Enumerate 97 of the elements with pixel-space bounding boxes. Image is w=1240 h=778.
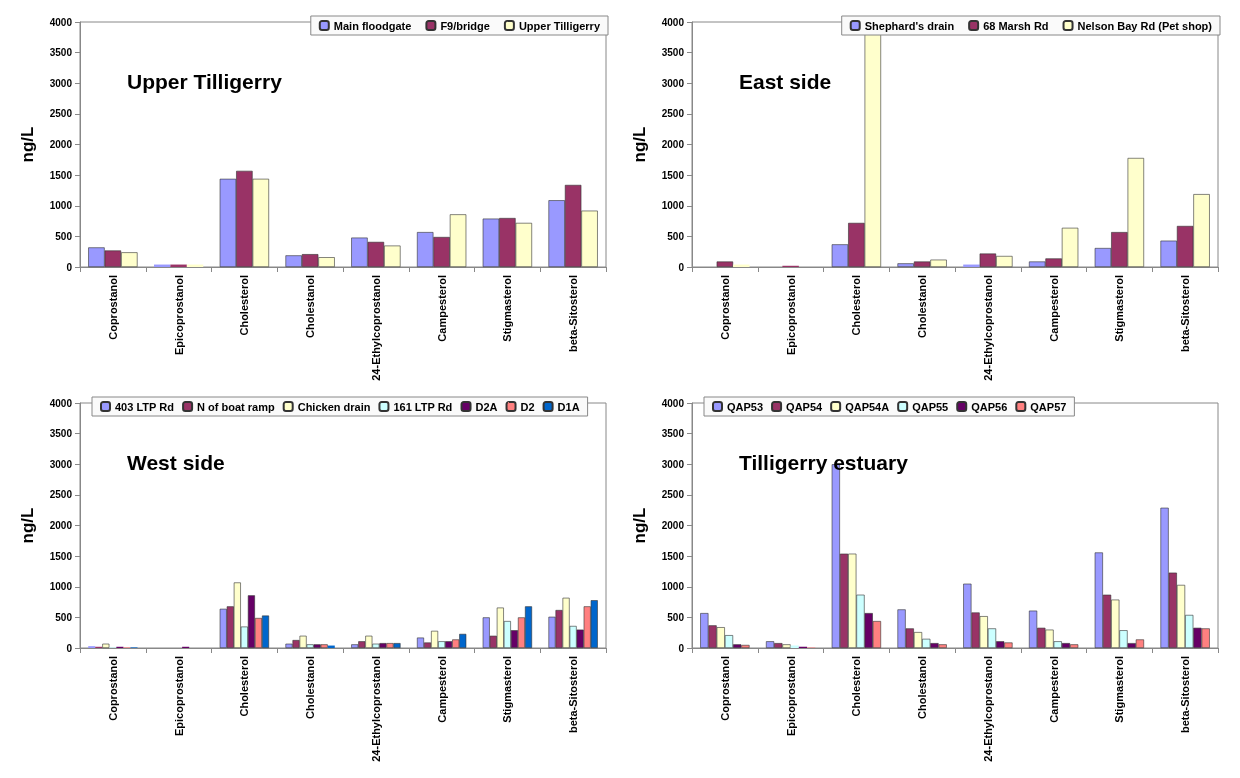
y-tick-label: 500 <box>667 611 685 623</box>
x-tick-label: 24-Ethylcoprostanol <box>981 275 994 381</box>
x-tick-label: beta-Sitosterol <box>1179 656 1192 734</box>
x-tick-label: Coprostanol <box>106 275 119 340</box>
legend-label: 161 LTP Rd <box>393 400 453 413</box>
y-tick-label: 4000 <box>661 16 685 28</box>
y-tick-label: 2000 <box>49 520 73 531</box>
legend-label: N of boat ramp <box>197 400 275 413</box>
y-tick-label: 4000 <box>49 16 73 28</box>
y-tick-label: 500 <box>55 611 73 623</box>
legend-label: Upper Tilligerry <box>518 19 601 32</box>
y-tick-label: 3500 <box>661 47 685 59</box>
y-tick-label: 3500 <box>49 47 73 59</box>
y-tick-label: 2000 <box>661 139 685 150</box>
x-tick-label: Cholesterol <box>850 656 863 717</box>
y-tick-label: 0 <box>678 261 685 273</box>
y-tick-label: 3000 <box>49 458 73 470</box>
text: West side <box>127 451 225 474</box>
y-axis-title: ng/L <box>18 126 37 163</box>
x-tick-label: Coprostanol <box>718 656 731 721</box>
x-tick-label: Stigmasterol <box>1113 275 1126 342</box>
x-tick-label: Stigmasterol <box>501 275 514 342</box>
legend-label: D1A <box>557 400 580 413</box>
y-tick-label: 3000 <box>661 458 685 470</box>
x-tick-label: Cholesterol <box>850 275 863 336</box>
x-tick-label: Epicoprostanol <box>172 656 185 737</box>
text: East side <box>739 70 832 93</box>
x-tick-label: Cholestanol <box>304 275 317 338</box>
x-tick-label: Stigmasterol <box>501 656 514 723</box>
y-tick-label: 2000 <box>661 520 685 531</box>
x-tick-label: Campesterol <box>1047 275 1060 342</box>
x-tick-label: 24-Ethylcoprostanol <box>981 656 994 762</box>
x-tick-label: Campesterol <box>435 275 448 342</box>
legend-label: QAP57 <box>1030 400 1067 413</box>
legend-label: Shephard's drain <box>864 19 955 32</box>
y-tick-label: 1500 <box>661 550 685 562</box>
x-tick-label: beta-Sitosterol <box>567 656 580 734</box>
text: Upper Tilligerry <box>127 70 283 93</box>
legend-label: 68 Marsh Rd <box>983 19 1049 32</box>
legend-label: 403 LTP Rd <box>115 400 174 413</box>
x-tick-label: Cholesterol <box>238 275 251 336</box>
y-tick-label: 3500 <box>661 428 685 440</box>
y-tick-label: 2500 <box>49 489 73 501</box>
x-tick-label: beta-Sitosterol <box>567 275 580 353</box>
x-tick-label: Epicoprostanol <box>784 275 797 356</box>
y-tick-label: 4000 <box>49 397 73 409</box>
text: Tilligerry estuary <box>739 451 909 474</box>
x-tick-label: 24-Ethylcoprostanol <box>369 656 382 762</box>
legend-label: QAP55 <box>912 400 949 413</box>
x-tick-label: Cholesterol <box>238 656 251 717</box>
y-tick-label: 0 <box>66 642 73 654</box>
x-tick-label: Epicoprostanol <box>784 656 797 737</box>
y-tick-label: 0 <box>678 642 685 654</box>
x-tick-label: beta-Sitosterol <box>1179 275 1192 353</box>
y-axis-title: ng/L <box>18 507 37 544</box>
legend-label: QAP56 <box>971 400 1008 413</box>
legend-label: D2 <box>520 400 535 413</box>
y-tick-label: 2500 <box>49 108 73 120</box>
x-tick-label: Epicoprostanol <box>172 275 185 356</box>
y-tick-label: 1000 <box>49 200 73 212</box>
y-tick-label: 500 <box>55 230 73 242</box>
y-tick-label: 2500 <box>661 108 685 120</box>
y-tick-label: 2000 <box>49 139 73 150</box>
y-tick-label: 1000 <box>661 581 685 593</box>
y-tick-label: 1000 <box>49 581 73 593</box>
x-tick-label: Cholestanol <box>304 656 317 719</box>
x-tick-label: Coprostanol <box>106 656 119 721</box>
y-tick-label: 4000 <box>661 397 685 409</box>
y-tick-label: 1500 <box>49 550 73 562</box>
legend-label: QAP54A <box>845 400 890 413</box>
y-axis-title: ng/L <box>630 126 649 163</box>
legend-label: QAP53 <box>727 400 764 413</box>
y-tick-label: 1500 <box>661 169 685 181</box>
bar <box>716 261 734 267</box>
legend-label: QAP54 <box>786 400 824 413</box>
x-tick-label: Coprostanol <box>718 275 731 340</box>
legend-label: Main floodgate <box>333 19 412 32</box>
x-tick-label: Stigmasterol <box>1113 656 1126 723</box>
y-tick-label: 0 <box>66 261 73 273</box>
legend-label: F9/bridge <box>440 19 490 32</box>
legend-label: Chicken drain <box>297 400 371 413</box>
legend-label: Nelson Bay Rd (Pet shop) <box>1077 19 1213 32</box>
y-axis-title: ng/L <box>630 507 649 544</box>
x-tick-label: Campesterol <box>435 656 448 723</box>
y-tick-label: 1500 <box>49 169 73 181</box>
y-tick-label: 1000 <box>661 200 685 212</box>
y-tick-label: 500 <box>667 230 685 242</box>
x-tick-label: Campesterol <box>1047 656 1060 723</box>
x-tick-label: Cholestanol <box>916 275 929 338</box>
x-tick-label: Cholestanol <box>916 656 929 719</box>
y-tick-label: 3000 <box>49 77 73 89</box>
y-tick-label: 3000 <box>661 77 685 89</box>
bar <box>102 643 110 648</box>
y-tick-label: 2500 <box>661 489 685 501</box>
x-tick-label: 24-Ethylcoprostanol <box>369 275 382 381</box>
y-tick-label: 3500 <box>49 428 73 440</box>
legend-label: D2A <box>475 400 498 413</box>
